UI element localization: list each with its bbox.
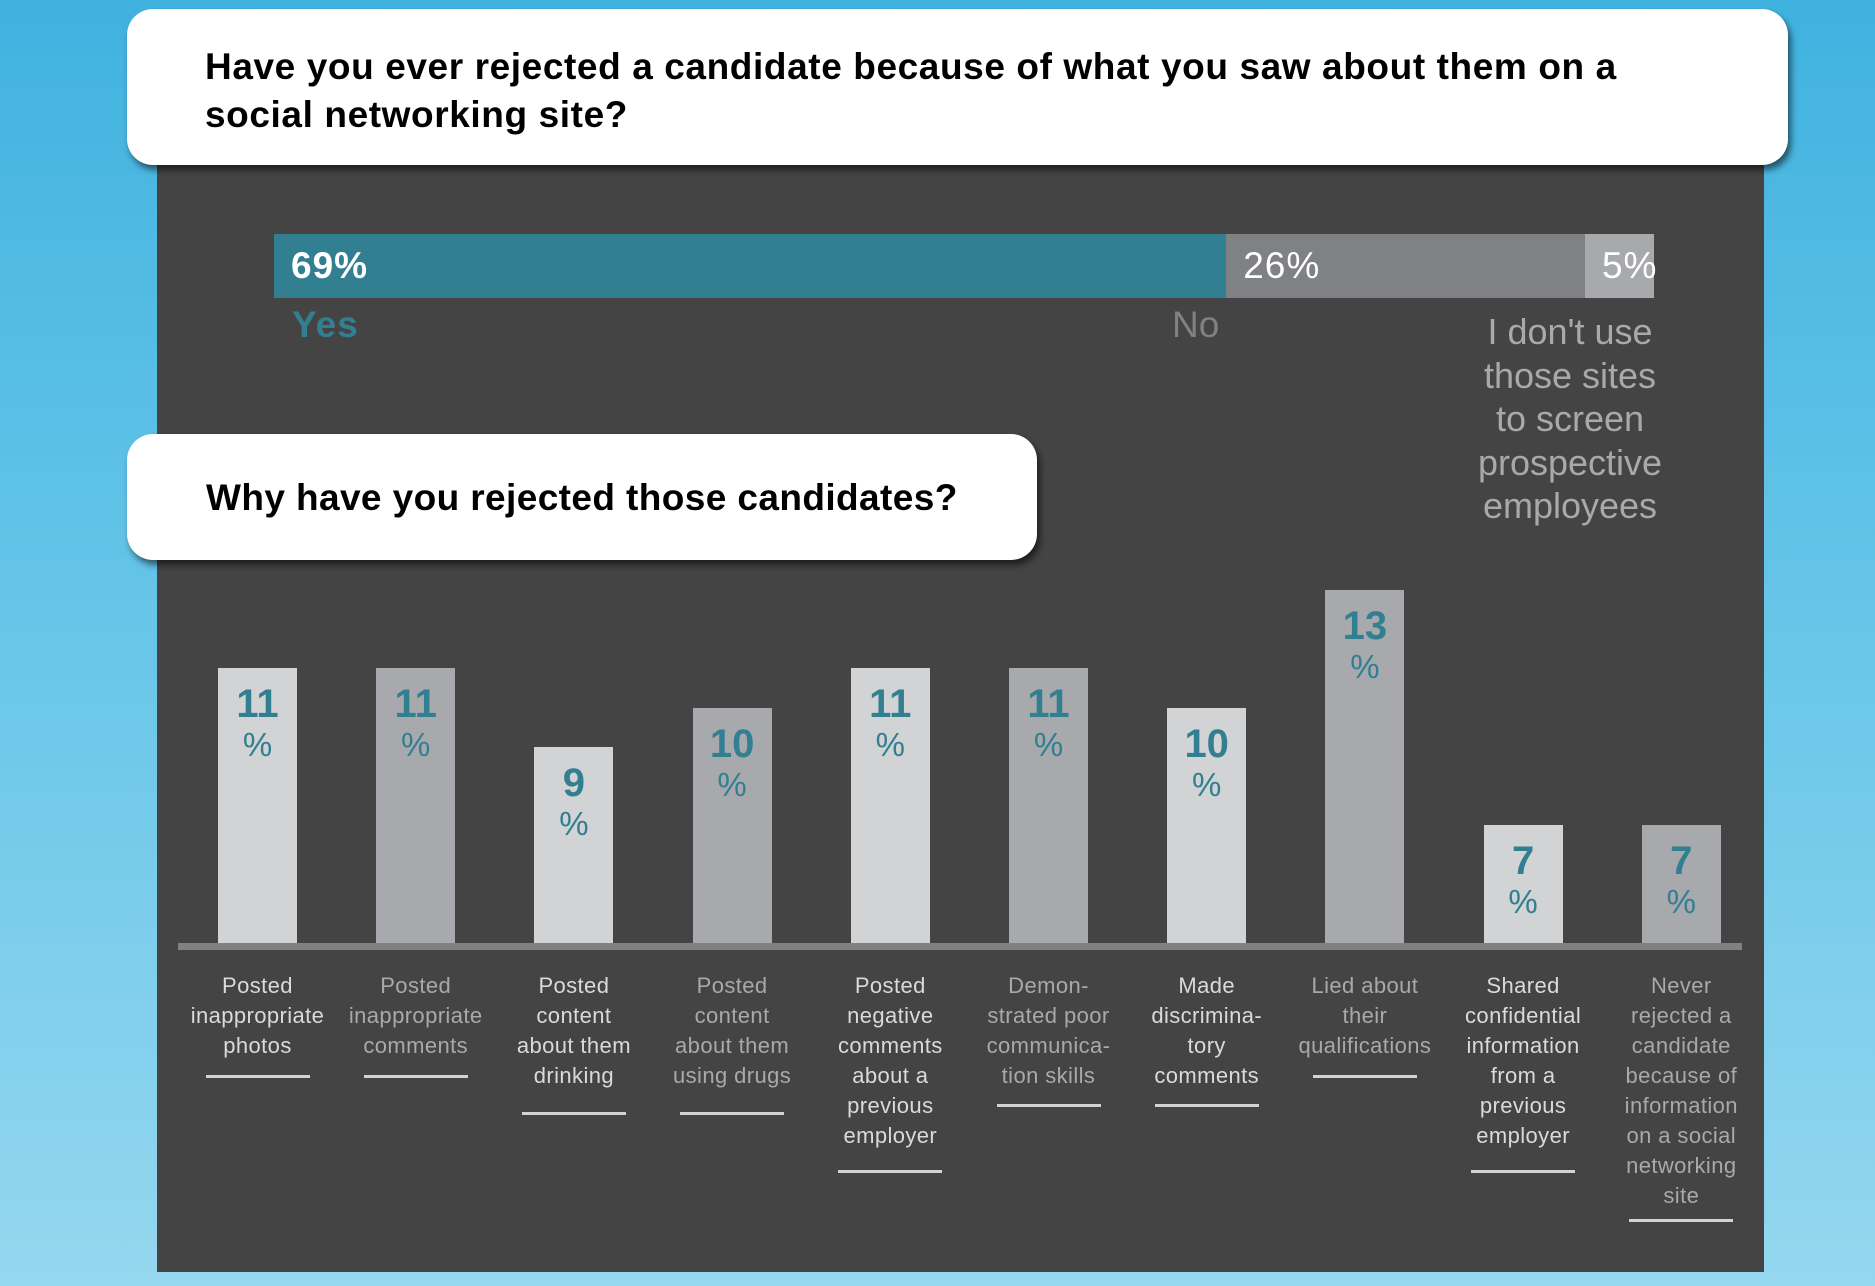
bar-3: 9% <box>534 746 614 943</box>
bar-unit-label: % <box>1666 883 1696 921</box>
bar-value-label: 10 <box>709 721 755 766</box>
stack-segment-no: 26% <box>1226 234 1585 298</box>
category-underline <box>1154 1104 1259 1107</box>
stack-value-label-no: 26% <box>1243 245 1321 286</box>
response-stacked-bar: 69% 26% 5% <box>274 234 1658 298</box>
question-card-1: Have you ever rejected a candidate becau… <box>127 9 1788 165</box>
category-label: Made discrimina- tory comments <box>1151 973 1263 1088</box>
bar-10: 7% <box>1641 825 1721 943</box>
bar-unit-label: % <box>1033 726 1064 764</box>
bar-value-label: 13 <box>1342 604 1388 648</box>
bar-value-label: 7 <box>1511 839 1535 884</box>
bar-value-label: 11 <box>869 682 912 727</box>
bar-unit-label: % <box>1192 765 1222 803</box>
stack-category-label-yes: Yes <box>292 304 359 345</box>
bar-value-label: 10 <box>1184 721 1229 766</box>
bar-unit-label: % <box>1508 883 1538 921</box>
bar-7: 10% <box>1167 707 1247 943</box>
stack-segment-dont-use: 5% <box>1584 234 1658 298</box>
category-underline <box>996 1104 1101 1107</box>
category-label: Never rejected a candidate because of in… <box>1624 973 1738 1208</box>
bar-9: 7% <box>1483 825 1563 943</box>
bar-unit-label: % <box>559 804 589 842</box>
category-underline <box>363 1075 468 1078</box>
bar-unit-label: % <box>401 726 431 764</box>
bar-unit-label: % <box>875 726 905 764</box>
bar-1: 11% <box>218 668 297 943</box>
category-underline <box>838 1170 943 1173</box>
category-label: Posted content about them using drugs <box>673 973 792 1088</box>
question-card-2: Why have you rejected those candidates? <box>127 434 1037 560</box>
question-2-title: Why have you rejected those candidates? <box>206 477 958 518</box>
question-1-title: Have you ever rejected a candidate becau… <box>205 46 1617 135</box>
category-underline <box>205 1075 310 1078</box>
bar-value-label: 7 <box>1670 839 1693 884</box>
category-label: Lied about their qualifications <box>1298 973 1432 1058</box>
chart-baseline <box>178 943 1742 950</box>
bar-6: 11% <box>1009 668 1088 943</box>
category-label: Posted inappropriate comments <box>348 973 483 1058</box>
category-label: Posted content about them drinking <box>516 973 631 1088</box>
category-label: Shared confidential information from a p… <box>1465 973 1582 1148</box>
bar-unit-label: % <box>717 765 747 803</box>
bar-unit-label: % <box>1350 648 1380 685</box>
stack-segment-yes: 69% <box>274 234 1227 298</box>
bar-8: 13% <box>1325 590 1405 943</box>
stack-category-label-no: No <box>1172 304 1220 345</box>
bar-5: 11% <box>850 668 930 943</box>
stack-value-label-dont-use: 5% <box>1601 245 1658 286</box>
category-underline <box>1312 1075 1417 1078</box>
category-underline <box>1629 1219 1734 1222</box>
category-underline <box>521 1112 626 1115</box>
bar-4: 10% <box>692 707 772 943</box>
category-label: Demon- strated poor communica- tion skil… <box>986 973 1111 1088</box>
category-underline <box>1471 1170 1576 1173</box>
stack-value-label-yes: 69% <box>291 245 369 286</box>
bar-value-label: 9 <box>562 760 586 805</box>
category-label: Posted negative comments about a previou… <box>837 973 943 1148</box>
category-label: Posted inappropriate photos <box>190 973 325 1058</box>
bar-unit-label: % <box>242 726 273 764</box>
bar-value-label: 11 <box>1027 682 1070 727</box>
bar-value-label: 11 <box>236 682 279 727</box>
category-underline <box>680 1112 785 1115</box>
stack-category-label-dont-use: I don't use those sites to screen prospe… <box>1477 311 1663 526</box>
bar-value-label: 11 <box>394 682 437 727</box>
bar-2: 11% <box>376 668 456 943</box>
